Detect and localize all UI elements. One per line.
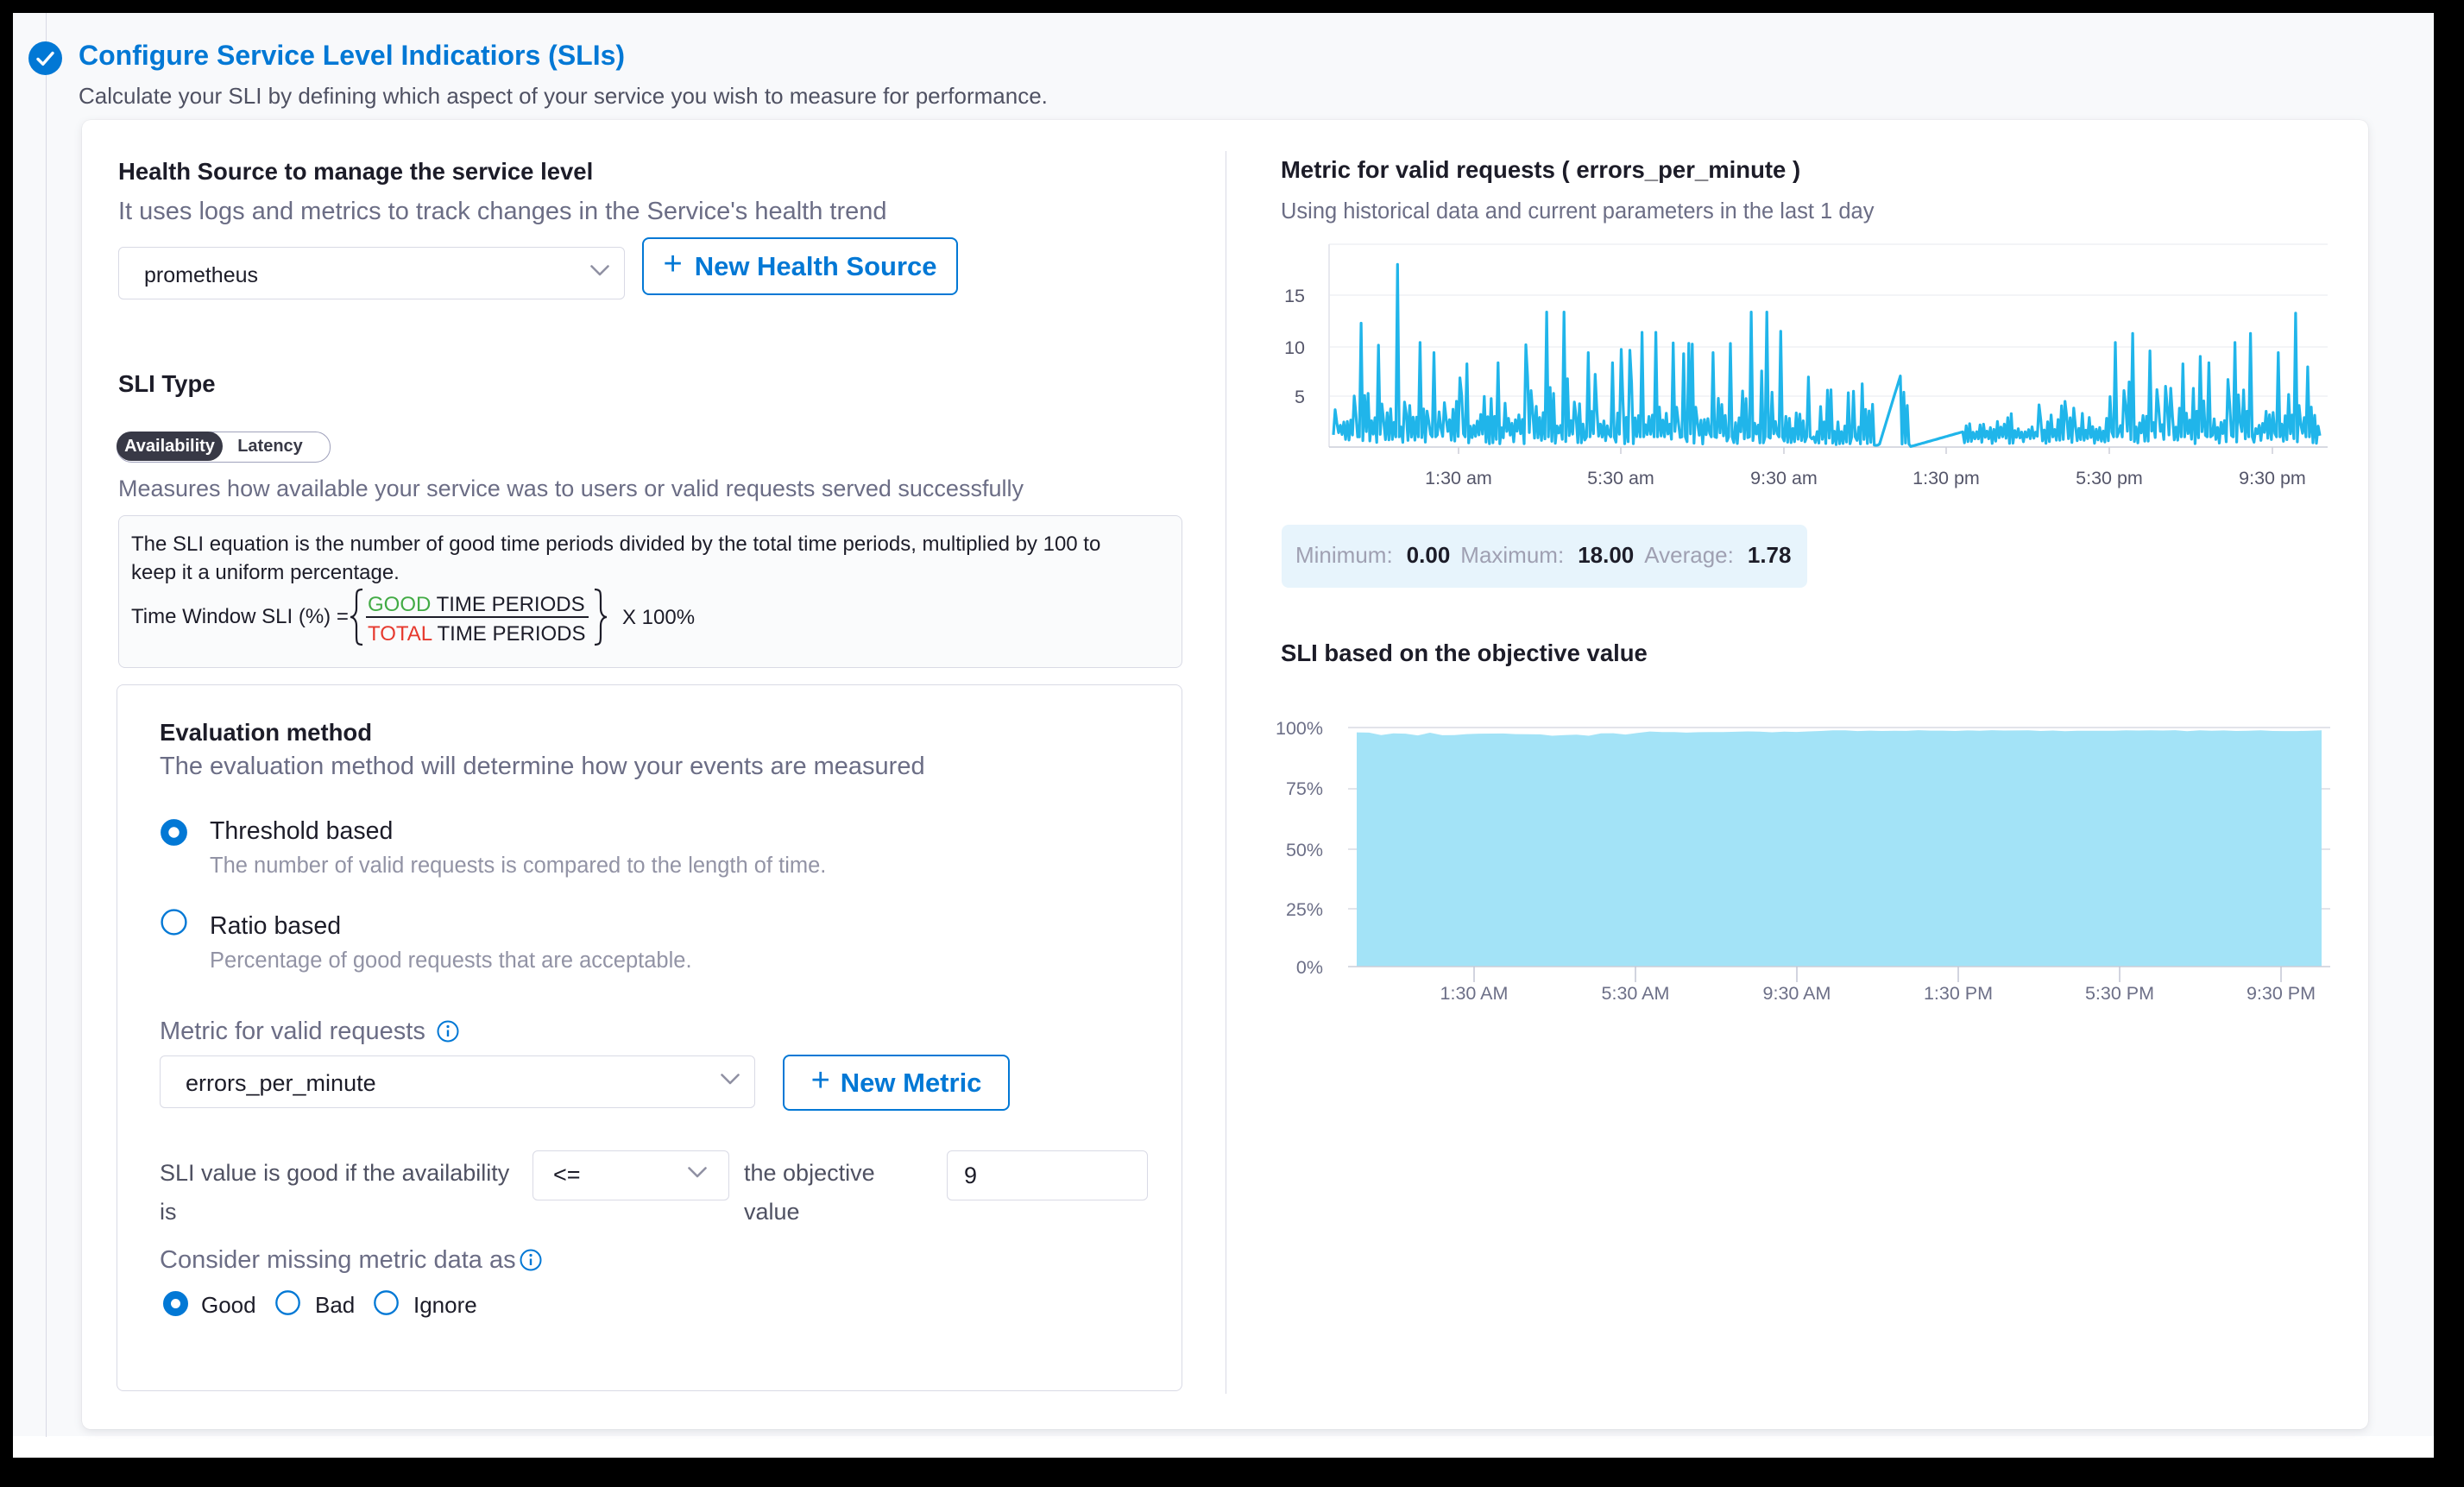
svg-text:1:30 am: 1:30 am: [1425, 468, 1492, 488]
svg-text:100%: 100%: [1276, 718, 1323, 739]
svg-text:X 100%: X 100%: [622, 606, 695, 629]
svg-text:9:30 pm: 9:30 pm: [2239, 468, 2306, 488]
svg-text:25%: 25%: [1286, 899, 1323, 920]
svg-text:5: 5: [1295, 387, 1305, 407]
svg-text:50%: 50%: [1286, 840, 1323, 860]
svg-text:5:30 AM: 5:30 AM: [1602, 983, 1670, 1004]
svg-text:5:30 pm: 5:30 pm: [2076, 468, 2143, 488]
svg-text:9:30 am: 9:30 am: [1750, 468, 1818, 488]
svg-text:GOOD TIME PERIODS: GOOD TIME PERIODS: [368, 593, 585, 616]
svg-text:15: 15: [1284, 286, 1305, 306]
svg-text:0%: 0%: [1296, 957, 1323, 978]
svg-text:10: 10: [1284, 337, 1305, 358]
svg-text:75%: 75%: [1286, 778, 1323, 799]
svg-text:9:30 PM: 9:30 PM: [2247, 983, 2316, 1004]
svg-text:1:30 AM: 1:30 AM: [1440, 983, 1509, 1004]
svg-text:1:30 pm: 1:30 pm: [1913, 468, 1980, 488]
svg-text:TOTAL TIME PERIODS: TOTAL TIME PERIODS: [368, 622, 586, 646]
svg-text:5:30 PM: 5:30 PM: [2085, 983, 2154, 1004]
svg-text:9:30 AM: 9:30 AM: [1763, 983, 1831, 1004]
svg-text:1:30 PM: 1:30 PM: [1924, 983, 1993, 1004]
svg-text:5:30 am: 5:30 am: [1587, 468, 1654, 488]
